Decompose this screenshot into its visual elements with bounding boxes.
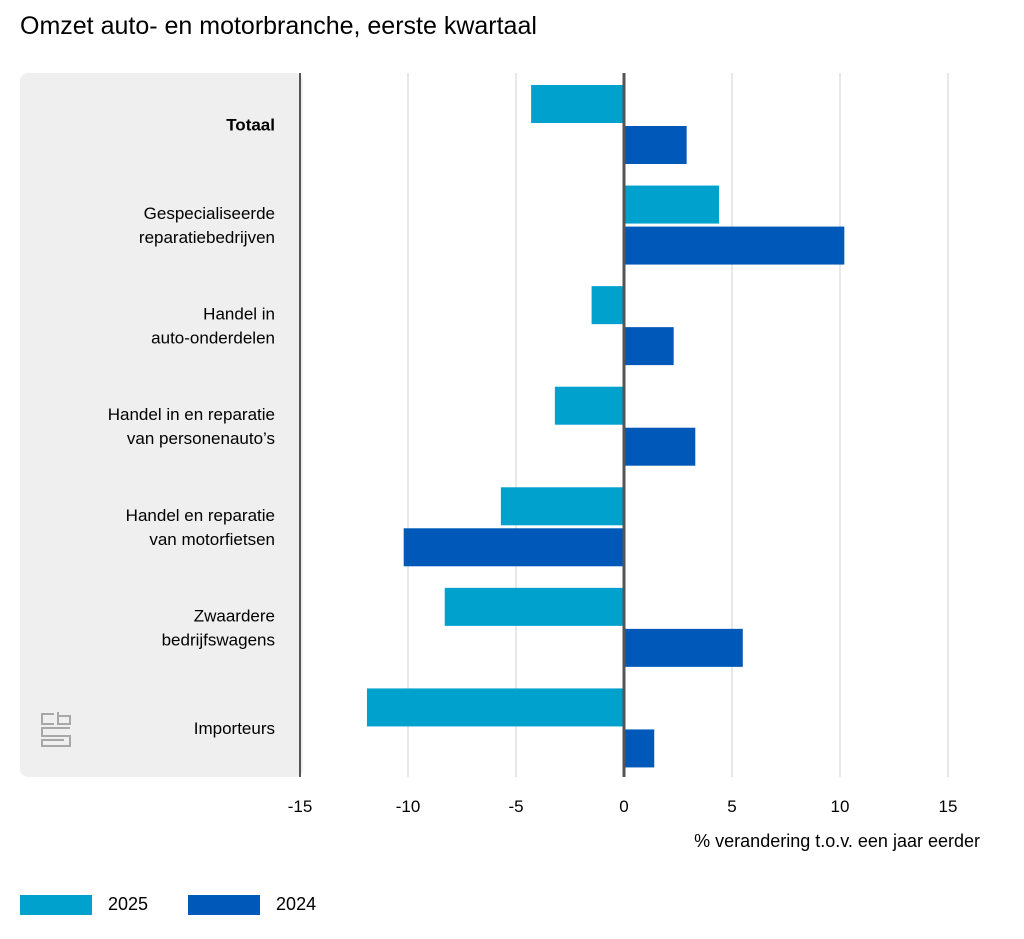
bar-2025 (531, 85, 624, 123)
bar-2024 (624, 126, 687, 164)
x-tick-label: -5 (508, 797, 523, 816)
legend-label: 2024 (276, 894, 317, 914)
bar-2025 (591, 286, 624, 325)
label-panel (20, 73, 303, 777)
x-axis-title: % verandering t.o.v. een jaar eerder (694, 831, 980, 851)
category-label: Handel in (203, 305, 275, 324)
bar-2025 (554, 386, 624, 425)
x-tick-label: 15 (939, 797, 958, 816)
legend-item-2025: 2025 (20, 894, 148, 915)
bar-2024 (624, 327, 674, 366)
category-label: Importeurs (194, 719, 275, 738)
bar-2025 (500, 487, 624, 526)
legend-swatch (20, 894, 92, 915)
x-tick-label: -10 (396, 797, 421, 816)
bar-2025 (444, 587, 624, 626)
bar-2024 (403, 528, 624, 567)
category-label: Gespecialiseerde (144, 204, 275, 223)
bar-2024 (624, 226, 845, 265)
x-tick-label: 5 (727, 797, 736, 816)
cbs-logo-icon (41, 712, 71, 747)
category-label: auto-onderdelen (151, 329, 275, 348)
bar-2025 (624, 185, 720, 224)
legend: 2025 2024 (20, 894, 316, 915)
bar-2024 (624, 427, 696, 466)
x-tick-label: 10 (831, 797, 850, 816)
category-label: Handel in en reparatie (108, 405, 275, 424)
category-label: Handel en reparatie (126, 506, 275, 525)
x-tick-label: 0 (619, 797, 628, 816)
x-tick-label: -15 (288, 797, 313, 816)
bar-chart: Totaal Gespecialiseerde reparatiebedrijven… (20, 73, 980, 851)
category-label: Zwaardere (194, 606, 275, 625)
category-label: bedrijfswagens (162, 630, 275, 649)
chart-title: Omzet auto- en motorbranche, eerste kwar… (20, 12, 537, 40)
category-label: van personenauto’s (127, 429, 275, 448)
category-label: van motorfietsen (149, 530, 275, 549)
category-label: reparatiebedrijven (139, 228, 275, 247)
category-label: Totaal (226, 116, 275, 135)
legend-label: 2025 (108, 894, 149, 914)
bar-2024 (624, 628, 743, 667)
bar-2024 (624, 729, 655, 768)
legend-item-2024: 2024 (188, 894, 316, 915)
legend-swatch (188, 894, 261, 915)
bar-2025 (366, 688, 624, 727)
